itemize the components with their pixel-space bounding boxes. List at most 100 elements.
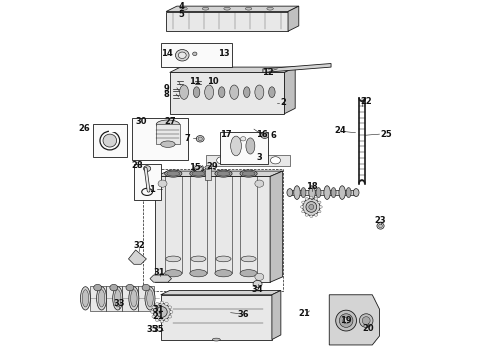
Ellipse shape xyxy=(165,319,168,321)
Ellipse shape xyxy=(97,287,107,310)
Polygon shape xyxy=(290,190,356,195)
Ellipse shape xyxy=(196,136,204,142)
Polygon shape xyxy=(206,155,290,166)
Ellipse shape xyxy=(179,85,189,99)
Bar xyxy=(93,125,127,157)
Ellipse shape xyxy=(216,256,231,262)
Ellipse shape xyxy=(353,189,359,197)
Ellipse shape xyxy=(155,319,159,321)
Ellipse shape xyxy=(156,120,179,129)
Ellipse shape xyxy=(261,132,269,139)
Ellipse shape xyxy=(246,138,255,154)
Ellipse shape xyxy=(319,206,322,208)
Text: 9: 9 xyxy=(163,84,169,93)
Text: 27: 27 xyxy=(164,117,175,126)
Ellipse shape xyxy=(156,307,167,318)
Polygon shape xyxy=(272,291,281,339)
Polygon shape xyxy=(161,291,281,295)
Polygon shape xyxy=(270,171,283,282)
Ellipse shape xyxy=(231,136,242,156)
Ellipse shape xyxy=(152,315,155,318)
Text: 7: 7 xyxy=(185,134,191,143)
Ellipse shape xyxy=(306,202,317,212)
Ellipse shape xyxy=(193,52,197,55)
Polygon shape xyxy=(263,63,331,72)
Bar xyxy=(220,132,269,164)
Ellipse shape xyxy=(241,137,246,141)
Polygon shape xyxy=(155,171,283,176)
Ellipse shape xyxy=(240,170,257,177)
Text: 6: 6 xyxy=(271,131,277,140)
Ellipse shape xyxy=(195,165,202,172)
Text: 24: 24 xyxy=(334,126,346,135)
Text: 1: 1 xyxy=(149,185,155,194)
Text: 8: 8 xyxy=(163,90,169,99)
Ellipse shape xyxy=(331,188,336,198)
Ellipse shape xyxy=(160,301,164,304)
Ellipse shape xyxy=(167,171,180,176)
Ellipse shape xyxy=(129,287,139,310)
Polygon shape xyxy=(138,286,154,311)
Ellipse shape xyxy=(217,157,227,164)
Ellipse shape xyxy=(158,180,167,187)
Text: 15: 15 xyxy=(190,163,201,172)
Ellipse shape xyxy=(161,141,175,147)
Ellipse shape xyxy=(315,214,318,216)
Ellipse shape xyxy=(305,214,308,216)
Text: 30: 30 xyxy=(135,117,147,126)
Polygon shape xyxy=(329,295,379,345)
Ellipse shape xyxy=(205,166,211,169)
Ellipse shape xyxy=(263,134,267,137)
Ellipse shape xyxy=(80,287,91,310)
Text: 18: 18 xyxy=(306,182,318,191)
Ellipse shape xyxy=(190,170,207,177)
Text: 3: 3 xyxy=(256,153,262,162)
Polygon shape xyxy=(155,176,270,282)
Ellipse shape xyxy=(300,206,304,208)
Text: 28: 28 xyxy=(131,161,143,170)
Ellipse shape xyxy=(142,284,150,291)
Text: 21: 21 xyxy=(298,309,310,318)
Ellipse shape xyxy=(318,210,321,213)
Ellipse shape xyxy=(152,306,155,309)
Ellipse shape xyxy=(255,85,264,99)
Ellipse shape xyxy=(147,290,153,307)
Ellipse shape xyxy=(359,314,373,327)
Polygon shape xyxy=(156,125,180,144)
Text: 32: 32 xyxy=(133,241,145,250)
Ellipse shape xyxy=(242,171,255,176)
Ellipse shape xyxy=(103,134,117,147)
Ellipse shape xyxy=(303,198,320,216)
Text: 33: 33 xyxy=(113,299,124,308)
Ellipse shape xyxy=(198,137,202,141)
Ellipse shape xyxy=(253,280,262,288)
Text: 35: 35 xyxy=(152,325,164,334)
Text: 31: 31 xyxy=(152,305,164,314)
Text: 29: 29 xyxy=(206,162,218,171)
Ellipse shape xyxy=(165,302,168,305)
Text: 25: 25 xyxy=(381,130,392,139)
Text: 17: 17 xyxy=(220,130,231,139)
Ellipse shape xyxy=(252,157,263,164)
Ellipse shape xyxy=(212,338,220,341)
Ellipse shape xyxy=(175,50,189,61)
Ellipse shape xyxy=(178,52,186,58)
Text: 20: 20 xyxy=(362,324,374,333)
Ellipse shape xyxy=(255,180,264,187)
Text: 21: 21 xyxy=(152,312,164,321)
Ellipse shape xyxy=(165,170,182,177)
Polygon shape xyxy=(166,12,288,31)
Ellipse shape xyxy=(241,256,256,262)
Ellipse shape xyxy=(255,273,264,280)
Ellipse shape xyxy=(230,85,239,99)
Bar xyxy=(132,118,188,159)
Ellipse shape xyxy=(194,87,200,98)
Ellipse shape xyxy=(305,198,308,200)
Text: 16: 16 xyxy=(256,130,268,139)
Polygon shape xyxy=(128,250,147,264)
Polygon shape xyxy=(284,67,295,114)
Text: 2: 2 xyxy=(281,98,287,107)
Ellipse shape xyxy=(192,171,205,176)
Ellipse shape xyxy=(131,290,137,307)
Ellipse shape xyxy=(190,270,207,277)
